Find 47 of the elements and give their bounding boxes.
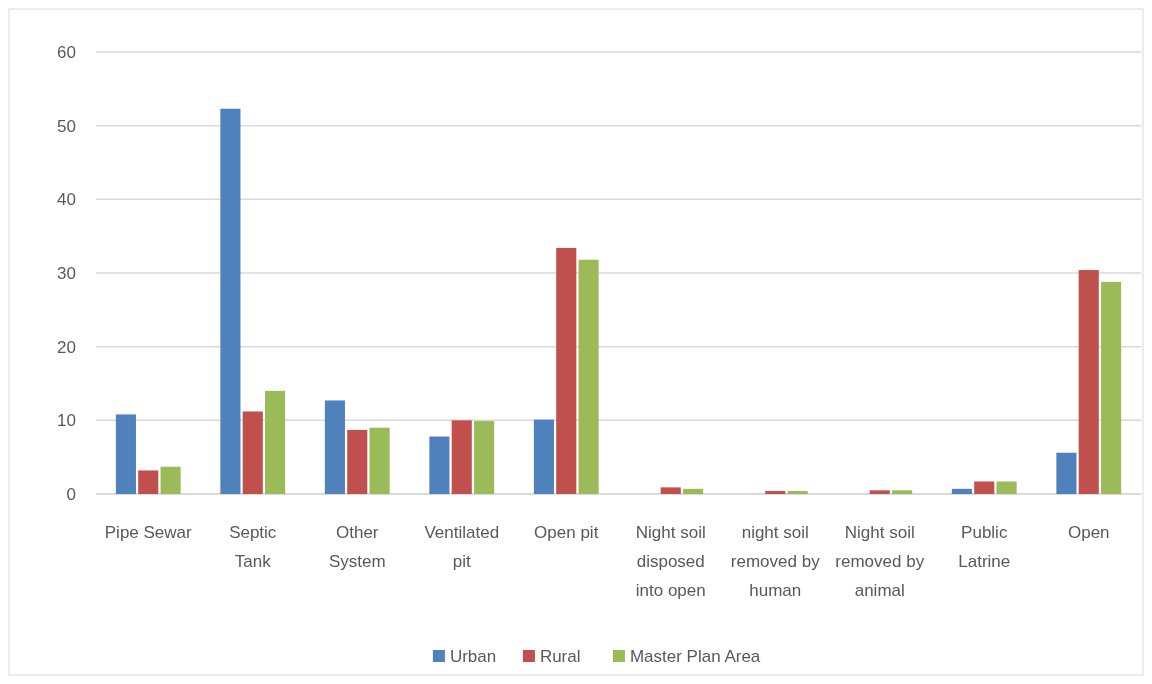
bar [242, 411, 263, 494]
bar [578, 259, 599, 494]
x-tick-label: night soil removed by human [730, 523, 821, 600]
y-tick-label: 50 [57, 116, 76, 136]
x-tick-label: Night soil removed by animal [835, 523, 925, 600]
legend-label: Rural [539, 646, 581, 666]
legend-label: Master Plan Area [629, 646, 761, 666]
y-tick-label: 20 [57, 337, 76, 357]
bar [1101, 281, 1122, 494]
bar [347, 429, 368, 494]
x-tick-label: Public Latrine [958, 523, 1011, 571]
bar [660, 487, 681, 494]
bar [683, 488, 704, 494]
x-tick-label: Pipe Sewar [104, 523, 193, 542]
bar [265, 390, 286, 494]
x-tick-label: Ventilated pit [424, 523, 500, 571]
bar [115, 414, 136, 494]
bar [533, 419, 554, 494]
bar [220, 108, 241, 494]
bar [451, 420, 472, 494]
y-tick-label: 40 [57, 190, 76, 210]
bar [787, 491, 808, 494]
bar [160, 466, 181, 494]
bar [974, 481, 995, 494]
bar [474, 421, 495, 494]
bar [138, 470, 159, 494]
x-tick-label: Night soil disposed into open [635, 523, 706, 600]
bar [324, 400, 345, 494]
y-tick-label: 0 [66, 484, 76, 504]
x-tick-label: Open pit [534, 523, 599, 542]
bar [429, 436, 450, 494]
x-tick-label: Open [1067, 523, 1110, 542]
y-tick-label: 10 [57, 411, 76, 431]
bar [951, 488, 972, 494]
legend-label: Urban [449, 646, 497, 666]
bar [892, 490, 913, 494]
x-tick-label: Other System [328, 523, 386, 571]
y-tick-label: 30 [57, 263, 76, 283]
bar [369, 427, 390, 494]
bar [1078, 270, 1099, 494]
bar [765, 491, 786, 494]
bar [556, 247, 577, 494]
y-tick-label: 60 [57, 42, 76, 62]
x-tick-label: Septic Tank [229, 523, 277, 571]
bar [996, 481, 1017, 494]
bar [869, 490, 890, 494]
bar [1056, 452, 1077, 494]
